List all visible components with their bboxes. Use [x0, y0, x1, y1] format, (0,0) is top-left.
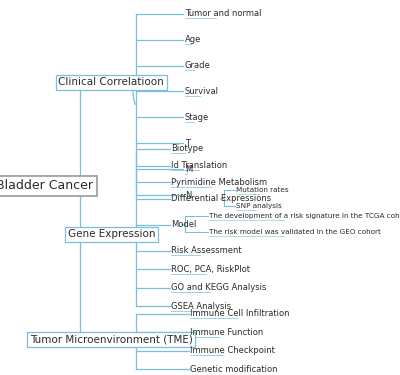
- Text: The risk model was validated in the GEO cohort: The risk model was validated in the GEO …: [209, 229, 381, 235]
- Text: N: N: [185, 191, 191, 200]
- Text: Age: Age: [185, 35, 201, 44]
- Text: The development of a risk signature in the TCGA cohort: The development of a risk signature in t…: [209, 213, 400, 219]
- Text: Survival: Survival: [185, 87, 219, 96]
- Text: Tumor and normal: Tumor and normal: [185, 9, 261, 18]
- Text: Bladder Cancer: Bladder Cancer: [0, 180, 93, 192]
- Text: Differential Expressions: Differential Expressions: [171, 195, 271, 204]
- Text: SNP analysis: SNP analysis: [236, 203, 282, 209]
- Text: Pyrimidine Metabolism: Pyrimidine Metabolism: [171, 178, 267, 187]
- Text: Stage: Stage: [185, 113, 209, 122]
- Text: Clinical Correlatioon: Clinical Correlatioon: [58, 77, 164, 87]
- Text: Mutation rates: Mutation rates: [236, 188, 289, 194]
- Text: Immune Cell Infiltration: Immune Cell Infiltration: [190, 309, 290, 318]
- Text: GO and KEGG Analysis: GO and KEGG Analysis: [171, 284, 266, 292]
- Text: Biotype: Biotype: [171, 144, 203, 153]
- Text: ROC, PCA, RiskPlot: ROC, PCA, RiskPlot: [171, 265, 250, 274]
- Text: Grade: Grade: [185, 61, 210, 70]
- Text: Id Translation: Id Translation: [171, 161, 227, 170]
- Text: Risk Assessment: Risk Assessment: [171, 246, 242, 255]
- Text: Immune Checkpoint: Immune Checkpoint: [190, 346, 275, 355]
- Text: Model: Model: [171, 220, 196, 230]
- Text: Immune Function: Immune Function: [190, 328, 263, 337]
- Text: GSEA Analysis: GSEA Analysis: [171, 302, 231, 311]
- Text: Tumor Microenvironment (TME): Tumor Microenvironment (TME): [30, 335, 193, 345]
- Text: Genetic modification: Genetic modification: [190, 365, 278, 374]
- Text: Gene Expression: Gene Expression: [68, 229, 155, 239]
- Text: M: M: [185, 165, 192, 174]
- Text: T: T: [185, 139, 190, 148]
